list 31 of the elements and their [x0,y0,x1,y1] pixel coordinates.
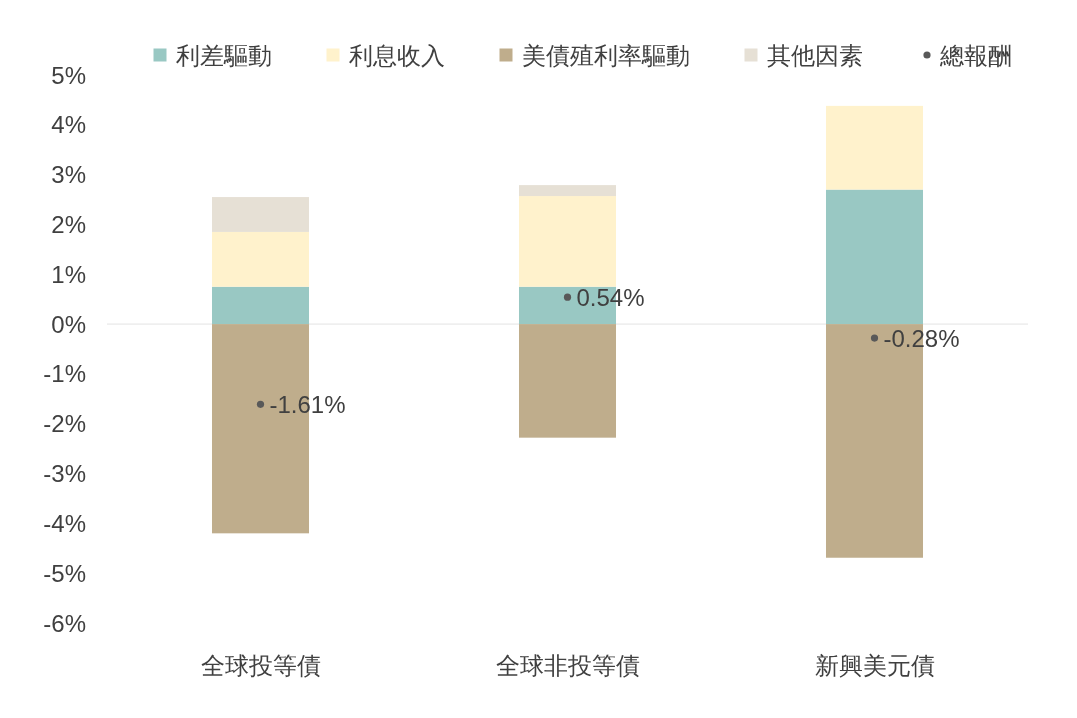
y-tick-label: 4% [51,111,86,139]
y-tick-label: -5% [43,559,86,587]
y-tick-label: 0% [51,310,86,338]
point [256,400,265,408]
y-tick-label: -6% [43,609,86,637]
x-tick-label: 新興美元債 [814,651,935,679]
point [563,293,572,301]
bar [825,189,924,325]
bar [211,231,310,287]
y-tick-label: -3% [43,460,86,488]
y-tick-label: 3% [51,161,86,189]
x-tick-label: 全球非投等債 [495,651,640,679]
bar [518,324,617,438]
legend-label: 美債殖利率驅動 [521,41,690,69]
y-tick-label: -4% [43,509,86,537]
bar [211,286,310,325]
y-tick-label: -2% [43,410,86,438]
point [870,334,879,342]
legend-label: 利差驅動 [175,41,272,69]
bar [518,196,617,287]
bar [211,197,310,232]
y-tick-label: 1% [51,260,86,288]
y-tick-label: 2% [51,210,86,238]
bar [825,105,924,190]
bar [518,185,617,197]
legend-label: 利息收入 [348,41,445,69]
legend-label: 其他因素 [766,41,863,69]
x-tick-label: 全球投等債 [200,651,321,679]
y-tick-label: -1% [43,360,86,388]
y-tick-label: 5% [51,61,86,89]
legend-label: 總報酬 [938,41,1012,69]
